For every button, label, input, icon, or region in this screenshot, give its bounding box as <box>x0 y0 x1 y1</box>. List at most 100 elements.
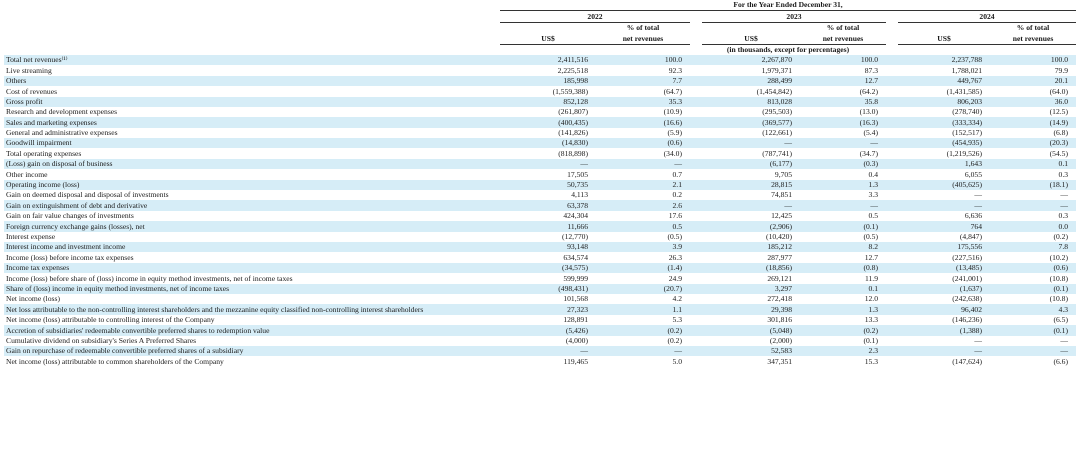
column-gap <box>886 54 898 66</box>
amount-cell: 96,402 <box>898 304 990 315</box>
amount-cell: (1,559,388) <box>552 86 588 96</box>
percent-cell: 1.3 <box>800 304 886 315</box>
table-row: Cost of revenues (1,559,388) (64.7) (1,454,… <box>4 86 1076 96</box>
amount-cell: — <box>500 345 596 357</box>
amount-cell: 301,816 <box>767 315 792 325</box>
amount-cell: 449,767 <box>898 75 990 87</box>
table-header: For the Year Ended December 31, 2022 202… <box>4 0 1077 55</box>
percent-cell: 92.3 <box>668 65 682 75</box>
amount-cell: (6,177) <box>702 158 800 170</box>
amount-cell: 2,225,518 <box>557 65 588 75</box>
row-label: Total operating expenses <box>6 148 82 158</box>
column-gap <box>690 315 702 325</box>
amount-cell: 1,788,021 <box>951 65 982 75</box>
amount-cell: (405,625) <box>898 179 990 191</box>
percent-cell: (64.7) <box>663 86 682 96</box>
column-gap <box>690 65 702 75</box>
percent-cell: (0.2) <box>667 335 682 345</box>
table-row: Net income (loss) attributable to contro… <box>4 315 1076 325</box>
percent-cell: — <box>1060 190 1069 200</box>
percent-cell: 4.2 <box>672 294 683 304</box>
amount-cell: (241,001) <box>952 273 982 283</box>
percent-cell: (0.1) <box>990 283 1077 294</box>
table-row: Gain on repurchase of redeemable convert… <box>4 345 1077 357</box>
percent-cell: (16.3) <box>800 117 886 128</box>
table-row: Share of (loss) income in equity method … <box>4 283 1077 294</box>
amount-cell: 29,398 <box>702 304 800 315</box>
column-gap <box>690 345 702 357</box>
amount-cell: (295,503) <box>762 107 792 117</box>
column-gap <box>886 138 898 149</box>
row-label: Accretion of subsidiaries' redeemable co… <box>4 325 500 336</box>
amount-cell: — <box>898 345 990 357</box>
amount-cell: (2,906) <box>702 221 800 232</box>
row-label: Net loss attributable to the non-control… <box>4 304 500 315</box>
percent-cell: (6.6) <box>1053 356 1069 366</box>
column-gap <box>690 262 702 274</box>
percent-cell: 15.3 <box>864 356 878 366</box>
row-label: Cost of revenues <box>6 86 58 96</box>
amount-cell: (5,426) <box>500 325 596 336</box>
table-row: Income (loss) before share of (loss) inc… <box>4 273 1076 283</box>
percent-cell: 7.7 <box>596 75 690 87</box>
row-label: Foreign currency exchange gains (losses)… <box>4 221 500 232</box>
row-label: Operating income (loss) <box>4 179 500 191</box>
column-gap <box>690 200 702 211</box>
percent-cell: (54.5) <box>1049 148 1069 158</box>
percent-cell: (20.7) <box>596 283 690 294</box>
currency-label-2024: US$ <box>898 33 990 45</box>
percent-cell: 5.3 <box>672 315 683 325</box>
percent-cell: 8.2 <box>800 241 886 253</box>
percent-cell: 79.9 <box>1054 65 1069 75</box>
percent-cell: 5.0 <box>672 356 683 366</box>
amount-cell: 119,465 <box>563 356 588 366</box>
amount-cell: (261,807) <box>558 107 588 117</box>
percent-cell: 4.3 <box>990 304 1077 315</box>
percent-cell: 0.3 <box>1058 169 1069 179</box>
column-gap <box>886 158 898 170</box>
amount-cell: 93,148 <box>500 241 596 253</box>
column-gap <box>886 294 898 304</box>
percent-cell: (6.5) <box>1053 315 1069 325</box>
amount-cell: (818,898) <box>558 148 588 158</box>
column-gap <box>690 241 702 253</box>
percent-cell: (34.0) <box>663 148 682 158</box>
amount-cell: — <box>702 138 800 149</box>
column-gap <box>886 107 898 117</box>
amount-cell: (13,485) <box>898 262 990 274</box>
row-label: (Loss) gain on disposal of business <box>4 158 500 170</box>
amount-cell: 288,499 <box>702 75 800 87</box>
table-row: Goodwill impairment (14,830) (0.6) — — (454,9… <box>4 138 1077 149</box>
amount-cell: 128,891 <box>563 315 588 325</box>
row-label: Gain on extinguishment of debt and deriv… <box>4 200 500 211</box>
percent-cell: (1.4) <box>596 262 690 274</box>
row-label: Others <box>4 75 500 87</box>
table-row: General and administrative expenses (141,… <box>4 128 1076 138</box>
percent-cell: 13.3 <box>864 315 878 325</box>
percent-cell: 12.0 <box>864 294 878 304</box>
percent-cell: (10.8) <box>1049 294 1069 304</box>
pct-sublabel-2024: net revenues <box>990 33 1077 45</box>
column-gap <box>690 148 702 158</box>
table-row: Net income (loss) attributable to common… <box>4 356 1076 366</box>
row-label: Total net revenues⁽¹⁾ <box>4 54 500 66</box>
row-label: Interest income and investment income <box>4 241 500 253</box>
percent-cell: 0.0 <box>990 221 1077 232</box>
amount-cell: 50,735 <box>500 179 596 191</box>
financial-table: For the Year Ended December 31, 2022 202… <box>4 0 1077 367</box>
table-row: Live streaming 2,225,518 92.3 1,979,371 87.3… <box>4 65 1076 75</box>
amount-cell: 74,851 <box>771 190 792 200</box>
table-row: (Loss) gain on disposal of business — — (6,… <box>4 158 1077 170</box>
column-gap <box>886 128 898 138</box>
column-gap <box>690 138 702 149</box>
table-row: Sales and marketing expenses (400,435) (16… <box>4 117 1077 128</box>
table-row: Accretion of subsidiaries' redeemable co… <box>4 325 1077 336</box>
column-gap <box>690 273 702 283</box>
percent-cell: (18.1) <box>990 179 1077 191</box>
row-label: Net income (loss) <box>6 294 60 304</box>
amount-cell: 2,411,516 <box>500 54 596 66</box>
table-row: Interest expense (12,770) (0.5) (10,420) (0.… <box>4 232 1076 242</box>
percent-cell: (5.4) <box>863 128 878 138</box>
amount-cell: (454,935) <box>898 138 990 149</box>
amount-cell: (1,388) <box>898 325 990 336</box>
